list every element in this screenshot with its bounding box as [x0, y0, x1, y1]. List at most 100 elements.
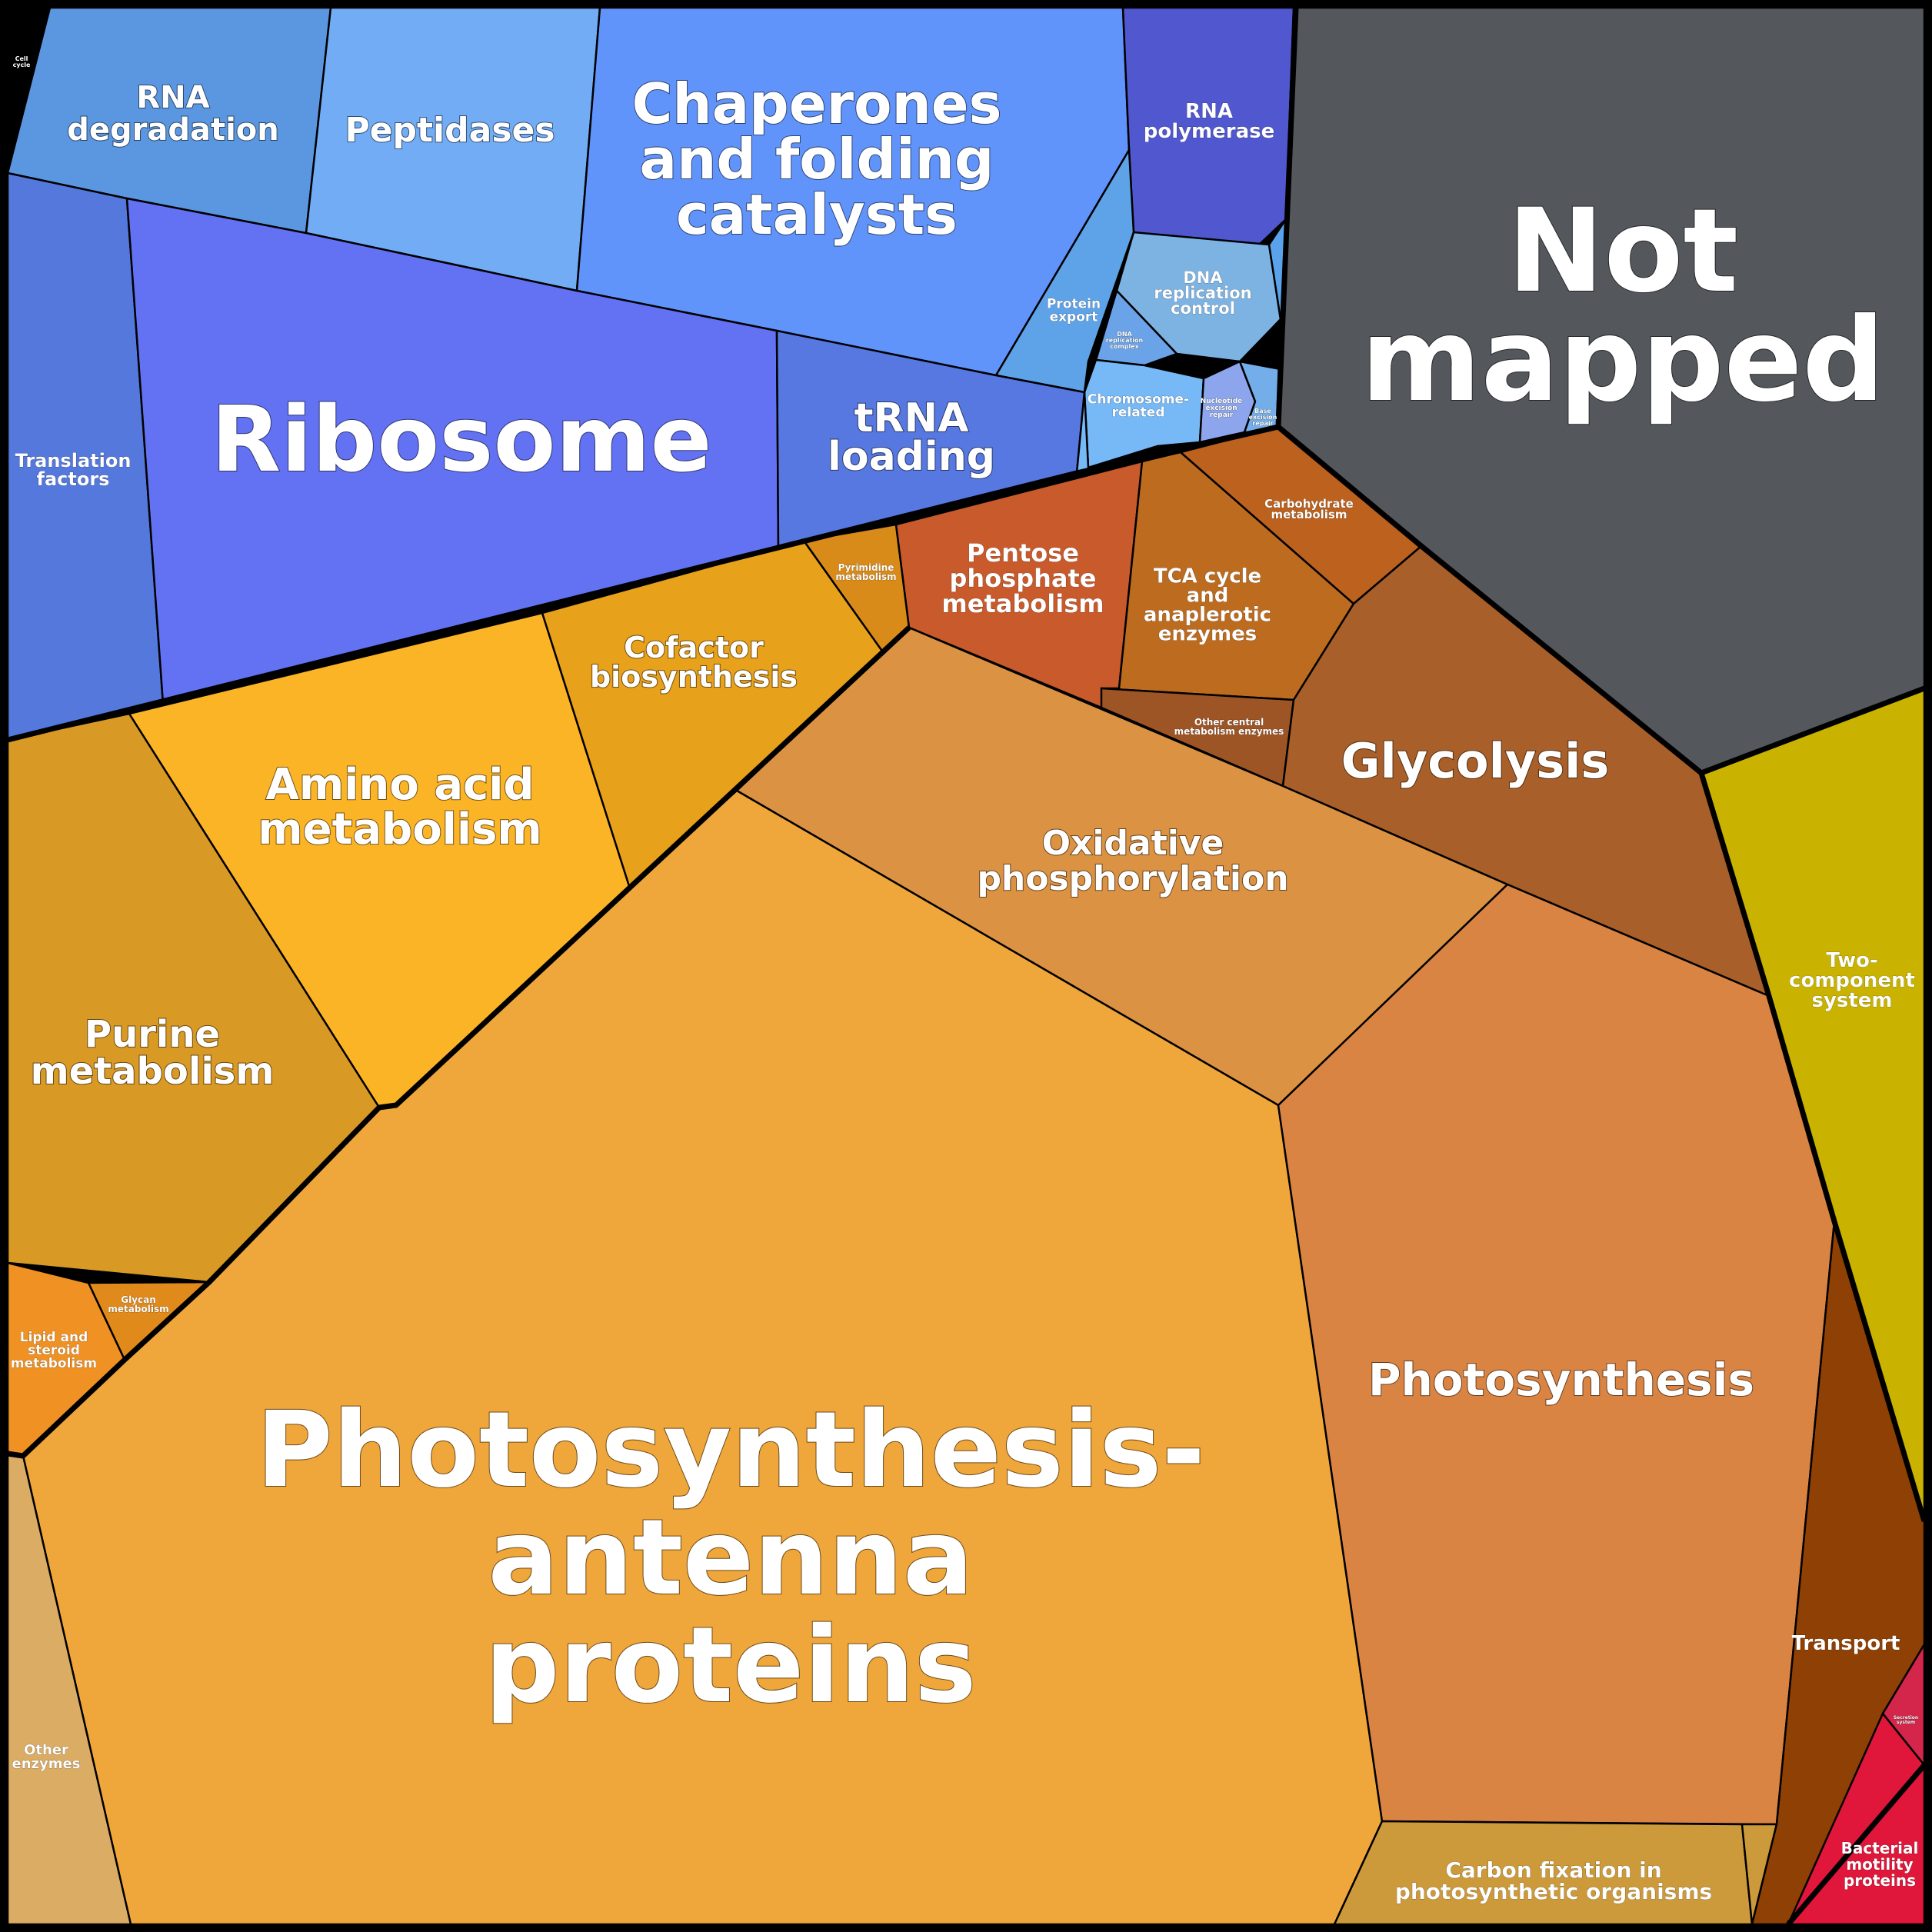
- label-pyrimidine: Pyrimidine metabolism: [835, 562, 896, 582]
- label-rna-polymerase: RNA polymerase: [1144, 100, 1275, 143]
- label-other-enzymes: Other enzymes: [12, 1742, 81, 1772]
- label-line: polymerase: [1144, 120, 1275, 143]
- label-line: Oxidative: [1042, 824, 1224, 863]
- label-not-mapped: Not mapped: [1361, 185, 1884, 428]
- label-line: photosynthetic organisms: [1395, 1879, 1712, 1904]
- group-border-not-mapped: [1276, 425, 1926, 776]
- label-chromosome-related: Chromosome-related: [1088, 392, 1189, 421]
- label-glycolysis: Glycolysis: [1341, 733, 1610, 789]
- label-base-excision: Base excision repair: [1249, 408, 1277, 427]
- group-border-motility: [1786, 1763, 1927, 1927]
- label-line: component: [1789, 969, 1915, 992]
- label-line: Glycan: [121, 1294, 156, 1305]
- label-line: Carbohydrate: [1264, 497, 1354, 511]
- label-ribosome: Ribosome: [211, 386, 711, 492]
- label-line: TCA cycle: [1154, 565, 1261, 588]
- label-line: Purine: [85, 1013, 220, 1056]
- label-lipid-steroid: Lipid and steroid metabolism: [11, 1330, 97, 1371]
- label-line: metabolism: [258, 804, 542, 854]
- label-line: DNA: [1183, 268, 1223, 287]
- label-protein-export: Protein export: [1047, 297, 1101, 325]
- label-line: Carbon fixation in: [1445, 1857, 1661, 1883]
- label-purine: Purine metabolism: [31, 1013, 275, 1093]
- region-protein-export[interactable]: [994, 146, 1135, 394]
- label-oxidative-phosphorylation: Oxidative phosphorylation: [977, 824, 1288, 898]
- label-line: metabolism: [835, 571, 896, 582]
- label-line: factors: [37, 468, 110, 490]
- region-bacterial-motility[interactable]: [1787, 1711, 1926, 1926]
- label-tca-cycle: TCA cycle and anaplerotic enzymes: [1144, 565, 1271, 645]
- label-line: loading: [828, 434, 995, 480]
- label-two-component: Two-component system: [1789, 949, 1915, 1012]
- label-bacterial-motility: Bacterial motility proteins: [1841, 1839, 1919, 1890]
- label-line: phosphorylation: [977, 859, 1288, 898]
- label-line: and: [1187, 584, 1229, 607]
- group-border-info: [7, 7, 1299, 743]
- label-line: complex: [1110, 343, 1139, 350]
- label-line: and folding: [640, 127, 994, 192]
- label-transport: Transport: [1792, 1632, 1900, 1655]
- label-line: metabolism: [1271, 508, 1347, 521]
- label-carbon-fixation: Carbon fixation in photosynthetic organis…: [1395, 1857, 1712, 1904]
- label-pentose-phosphate: Pentose phosphate metabolism: [941, 538, 1104, 618]
- label-amino-acid: Amino acid metabolism: [258, 760, 542, 854]
- label-cell-cycle: Cell cycle: [13, 55, 31, 68]
- label-line: system: [1811, 989, 1892, 1012]
- label-line: replication: [1106, 337, 1144, 344]
- label-line: repair: [1210, 411, 1234, 419]
- group-border-metabolism: [7, 625, 911, 1459]
- label-carbohydrate: Carbohydrate metabolism: [1264, 497, 1354, 521]
- label-line: RNA: [136, 80, 209, 115]
- label-line: proteins: [1844, 1871, 1916, 1890]
- label-cofactor: Cofactor biosynthesis: [590, 631, 798, 694]
- label-line: control: [1171, 299, 1235, 318]
- label-line: metabolism enzymes: [1174, 726, 1284, 737]
- label-line: Peptidases: [345, 111, 555, 150]
- label-rna-degradation: RNA degradation: [67, 80, 279, 148]
- group-border-right: [1698, 771, 1927, 1523]
- label-line: anaplerotic: [1144, 603, 1271, 626]
- label-line: metabolism: [31, 1050, 275, 1093]
- label-line: metabolism: [941, 589, 1104, 618]
- label-line: Chaperones: [632, 72, 1002, 136]
- label-line: phosphate: [950, 564, 1097, 593]
- label-line: Other: [24, 1742, 68, 1758]
- label-secretion-system: Secretion system: [1894, 1715, 1918, 1725]
- label-dna-replication-complex: DNA replication complex: [1106, 331, 1144, 350]
- label-line: excision: [1205, 405, 1237, 412]
- label-photosynthesis-antenna: Photosynthesis-antenna proteins: [256, 1390, 1205, 1727]
- label-line: cycle: [13, 62, 31, 68]
- label-line: system: [1897, 1720, 1915, 1725]
- label-line: metabolism: [11, 1356, 97, 1371]
- label-line: RNA: [1185, 100, 1233, 123]
- label-line: Protein: [1047, 297, 1101, 312]
- label-line: Glycolysis: [1341, 733, 1610, 789]
- label-other-central: Other central metabolism enzymes: [1174, 717, 1284, 737]
- label-line: Transport: [1792, 1632, 1900, 1655]
- label-line: Translation: [15, 450, 132, 471]
- label-glycan: Glycan metabolism: [108, 1294, 168, 1314]
- label-line: tRNA: [854, 395, 969, 441]
- label-line: Two-: [1826, 949, 1878, 972]
- label-line: antenna: [488, 1497, 973, 1619]
- label-line: metabolism: [108, 1304, 168, 1314]
- label-line: Chromosome-: [1088, 392, 1189, 408]
- label-line: Cofactor: [624, 631, 764, 665]
- label-line: Photosynthesis-: [256, 1390, 1205, 1511]
- label-line: motility: [1846, 1855, 1913, 1874]
- label-trna-loading: tRNA loading: [828, 395, 995, 480]
- label-line: Not: [1507, 185, 1738, 318]
- label-line: Other central: [1194, 717, 1264, 728]
- label-line: Base: [1254, 408, 1271, 415]
- label-translation-factors: Translation factors: [15, 450, 132, 490]
- label-peptidases: Peptidases: [345, 111, 555, 150]
- label-line: replication: [1154, 284, 1251, 302]
- label-line: Photosynthesis: [1368, 1354, 1754, 1406]
- label-line: steroid: [28, 1343, 80, 1358]
- label-line: Pyrimidine: [838, 562, 894, 573]
- label-line: Bacterial: [1841, 1839, 1919, 1857]
- label-photosynthesis: Photosynthesis: [1368, 1354, 1754, 1406]
- labels-layer: RNA degradation Peptidases Chaperones and …: [11, 55, 1919, 1904]
